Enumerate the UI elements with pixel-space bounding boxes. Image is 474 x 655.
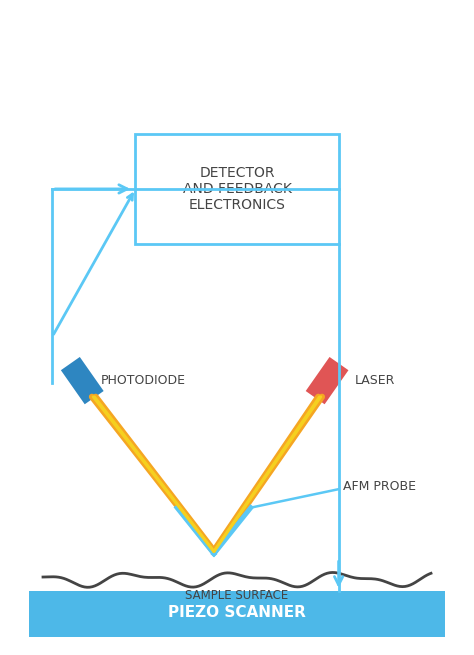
Bar bbox=[61, 357, 104, 404]
Text: DETECTOR
AND FEEDBACK
ELECTRONICS: DETECTOR AND FEEDBACK ELECTRONICS bbox=[182, 166, 292, 212]
Text: SAMPLE SURFACE: SAMPLE SURFACE bbox=[185, 589, 289, 602]
Text: LASER: LASER bbox=[355, 374, 395, 387]
FancyBboxPatch shape bbox=[29, 591, 445, 637]
Text: PIEZO SCANNER: PIEZO SCANNER bbox=[168, 605, 306, 620]
Bar bbox=[306, 357, 348, 404]
Text: PHOTODIODE: PHOTODIODE bbox=[101, 374, 186, 387]
FancyBboxPatch shape bbox=[136, 134, 338, 244]
Text: AFM PROBE: AFM PROBE bbox=[343, 480, 416, 493]
